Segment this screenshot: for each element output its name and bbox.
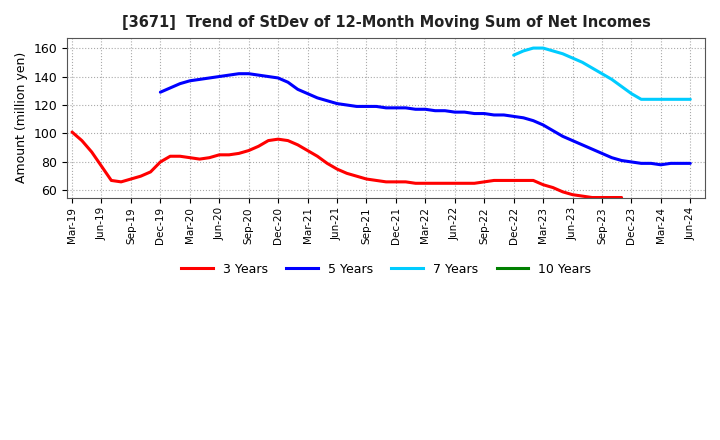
- 7 Years: [647, 97, 655, 102]
- Y-axis label: Amount (million yen): Amount (million yen): [15, 52, 28, 183]
- 5 Years: [637, 161, 646, 166]
- 7 Years: [627, 91, 636, 96]
- 5 Years: [264, 74, 273, 79]
- 7 Years: [608, 77, 616, 82]
- Line: 7 Years: 7 Years: [513, 48, 690, 99]
- 7 Years: [657, 97, 665, 102]
- 5 Years: [657, 162, 665, 168]
- 7 Years: [539, 45, 547, 51]
- 3 Years: [441, 181, 449, 186]
- 5 Years: [676, 161, 685, 166]
- 7 Years: [666, 97, 675, 102]
- 7 Years: [559, 51, 567, 56]
- Title: [3671]  Trend of StDev of 12-Month Moving Sum of Net Incomes: [3671] Trend of StDev of 12-Month Moving…: [122, 15, 650, 30]
- 3 Years: [617, 195, 626, 200]
- 3 Years: [303, 148, 312, 153]
- 7 Years: [509, 52, 518, 58]
- 5 Years: [235, 71, 243, 76]
- 5 Years: [294, 87, 302, 92]
- 3 Years: [87, 149, 96, 154]
- 7 Years: [588, 66, 596, 71]
- 7 Years: [578, 60, 587, 65]
- Line: 5 Years: 5 Years: [161, 73, 690, 165]
- 3 Years: [68, 129, 76, 135]
- 5 Years: [215, 74, 224, 79]
- 3 Years: [97, 164, 106, 169]
- 3 Years: [588, 195, 596, 200]
- 5 Years: [156, 90, 165, 95]
- 7 Years: [549, 48, 557, 54]
- 7 Years: [686, 97, 695, 102]
- Line: 3 Years: 3 Years: [72, 132, 621, 198]
- 7 Years: [637, 97, 646, 102]
- Legend: 3 Years, 5 Years, 7 Years, 10 Years: 3 Years, 5 Years, 7 Years, 10 Years: [176, 257, 596, 281]
- 7 Years: [519, 48, 528, 54]
- 5 Years: [362, 104, 371, 109]
- 7 Years: [676, 97, 685, 102]
- 7 Years: [568, 55, 577, 61]
- 7 Years: [617, 84, 626, 89]
- 7 Years: [598, 71, 606, 76]
- 3 Years: [451, 181, 459, 186]
- 5 Years: [686, 161, 695, 166]
- 3 Years: [215, 152, 224, 158]
- 7 Years: [529, 45, 538, 51]
